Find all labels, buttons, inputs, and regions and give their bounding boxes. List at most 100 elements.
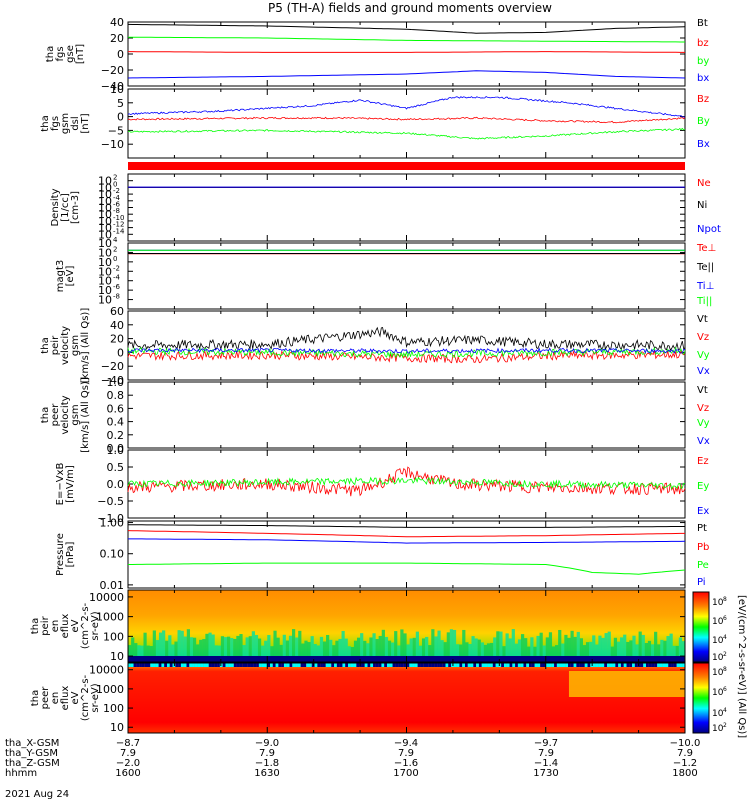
spectrogram-cell [381, 663, 385, 667]
spectrogram-cell [548, 663, 552, 667]
spectrogram-cell [568, 663, 571, 667]
spectrogram-cell [152, 630, 156, 662]
spectrogram-cell [214, 645, 218, 662]
spectrogram-cell [548, 632, 553, 662]
y-tick-exponent: -2 [113, 187, 120, 195]
y-tick-label: −0.5 [97, 495, 124, 508]
spectrogram-cell [297, 663, 301, 667]
y-tick-label: 0.01 [100, 579, 125, 592]
legend-Bx: Bx [697, 139, 710, 150]
spectrogram-cell [456, 644, 460, 662]
spectrogram-cell [242, 645, 246, 662]
x-row-value: 7.9 [538, 748, 554, 759]
spectrogram-cell [384, 663, 388, 667]
y-tick-label: 10 [98, 294, 112, 307]
spectrogram-cell [273, 630, 277, 662]
spectrogram-cell [398, 663, 401, 667]
spectrogram-cell [231, 663, 234, 667]
spectrogram-cell [128, 663, 131, 667]
spectrogram-cell [144, 663, 148, 667]
spectrogram-cell [168, 635, 172, 662]
spectrogram-cell [527, 646, 531, 662]
spectrogram-cell [598, 663, 602, 667]
spectrogram-cell [336, 663, 340, 667]
y-axis-label: tha [40, 115, 51, 131]
series-Bt [127, 23, 686, 34]
panel-peer-en-eflux: 10000 1000 100 10 tha peer en eflux eV (cm^2-s-sr… [30, 662, 686, 734]
spectrogram-cell [561, 643, 565, 662]
spectrogram-cell [342, 663, 346, 667]
panel-fgs-gse: 40 20 0 −20 −40 tha fgs gse [nT] Bt bz by bx [45, 16, 709, 93]
legend-Vx: Vx [697, 436, 710, 447]
y-axis-label: [km/s] (All Qs)] [80, 377, 91, 453]
spectrogram-cell [183, 636, 187, 662]
spectrogram-cell [155, 640, 160, 662]
legend-Te⊥: Te⊥ [696, 243, 716, 254]
spectrogram-cell [545, 637, 549, 662]
spectrogram-cell [394, 631, 398, 662]
spectrogram-cell [331, 663, 335, 667]
spectrogram-cell [673, 663, 677, 667]
spectrogram-cell [270, 663, 273, 667]
spectrogram-cell [332, 645, 336, 662]
spectrogram-cell [177, 630, 181, 662]
y-axis-label: (cm^2-s- [80, 674, 91, 721]
y-axis-label: Density [50, 188, 61, 226]
spectrogram-cell [610, 646, 614, 662]
y-axis-label: [nPa] [65, 541, 76, 567]
legend-bx: bx [697, 73, 709, 84]
spectrogram-cell [233, 638, 237, 662]
spectrogram-cell [149, 646, 153, 662]
spectrogram-cell [147, 663, 151, 667]
spectrogram-cell [508, 638, 512, 662]
spectrogram-cell [350, 646, 354, 662]
spectrogram-cell [595, 663, 599, 667]
spectrogram-cell [477, 639, 481, 662]
spectrogram-cell [169, 663, 173, 667]
spectrogram-cell [171, 644, 175, 662]
spectrogram-cell [456, 663, 460, 667]
spectrogram-cell [412, 637, 416, 662]
x-row-value: −8.7 [116, 738, 140, 749]
legend-Ne: Ne [697, 178, 711, 189]
spectrogram-cell [199, 639, 203, 662]
y-axis-label: (cm^2-s- [80, 602, 91, 649]
spectrogram-cell [648, 663, 652, 667]
x-row-value: −1.4 [534, 758, 558, 769]
spectrogram-cell [635, 644, 639, 662]
legend-Vy: Vy [697, 350, 710, 361]
spectrogram-cell [166, 663, 170, 667]
x-row-label: hhmm [5, 768, 37, 779]
spectrogram-cell [261, 645, 265, 662]
y-tick-label: 10 [98, 284, 112, 297]
colorbar-tick-exponent: 2 [723, 651, 727, 658]
spectrogram-cell [462, 629, 466, 662]
flag-strip [128, 162, 685, 170]
legend-Vt: Vt [697, 385, 708, 396]
spectrogram-cell [478, 663, 482, 667]
spectrogram-cell [175, 663, 179, 667]
spectrogram-cell [428, 645, 432, 662]
spectrogram-cell [306, 663, 310, 667]
spectrogram-cell [214, 663, 218, 667]
panel-frame [127, 449, 686, 519]
spectrogram-cell [471, 636, 475, 662]
legend-Ey: Ey [697, 481, 709, 492]
spectrogram-cell [434, 663, 438, 667]
y-tick-label: 10 [98, 222, 112, 235]
y-axis-label: E=−VxB [55, 463, 66, 506]
spectrogram-cell [641, 634, 645, 662]
spectrogram-cell [514, 643, 519, 662]
spectrogram-cell [314, 663, 318, 667]
spectrogram-cell [592, 635, 596, 662]
colorbar-tick: 10 [712, 688, 724, 698]
spectrogram-cell [663, 640, 667, 662]
spectrogram-cell [474, 638, 478, 662]
colorbar-tick-exponent: 4 [723, 634, 727, 641]
y-tick-label: 0.0 [107, 478, 125, 491]
spectrogram-cell [319, 636, 324, 662]
spectrogram-cell [654, 631, 658, 662]
y-tick-label: 1.0 [107, 376, 125, 389]
spectrogram-cell [437, 630, 441, 662]
spectrogram-cell [459, 663, 463, 667]
